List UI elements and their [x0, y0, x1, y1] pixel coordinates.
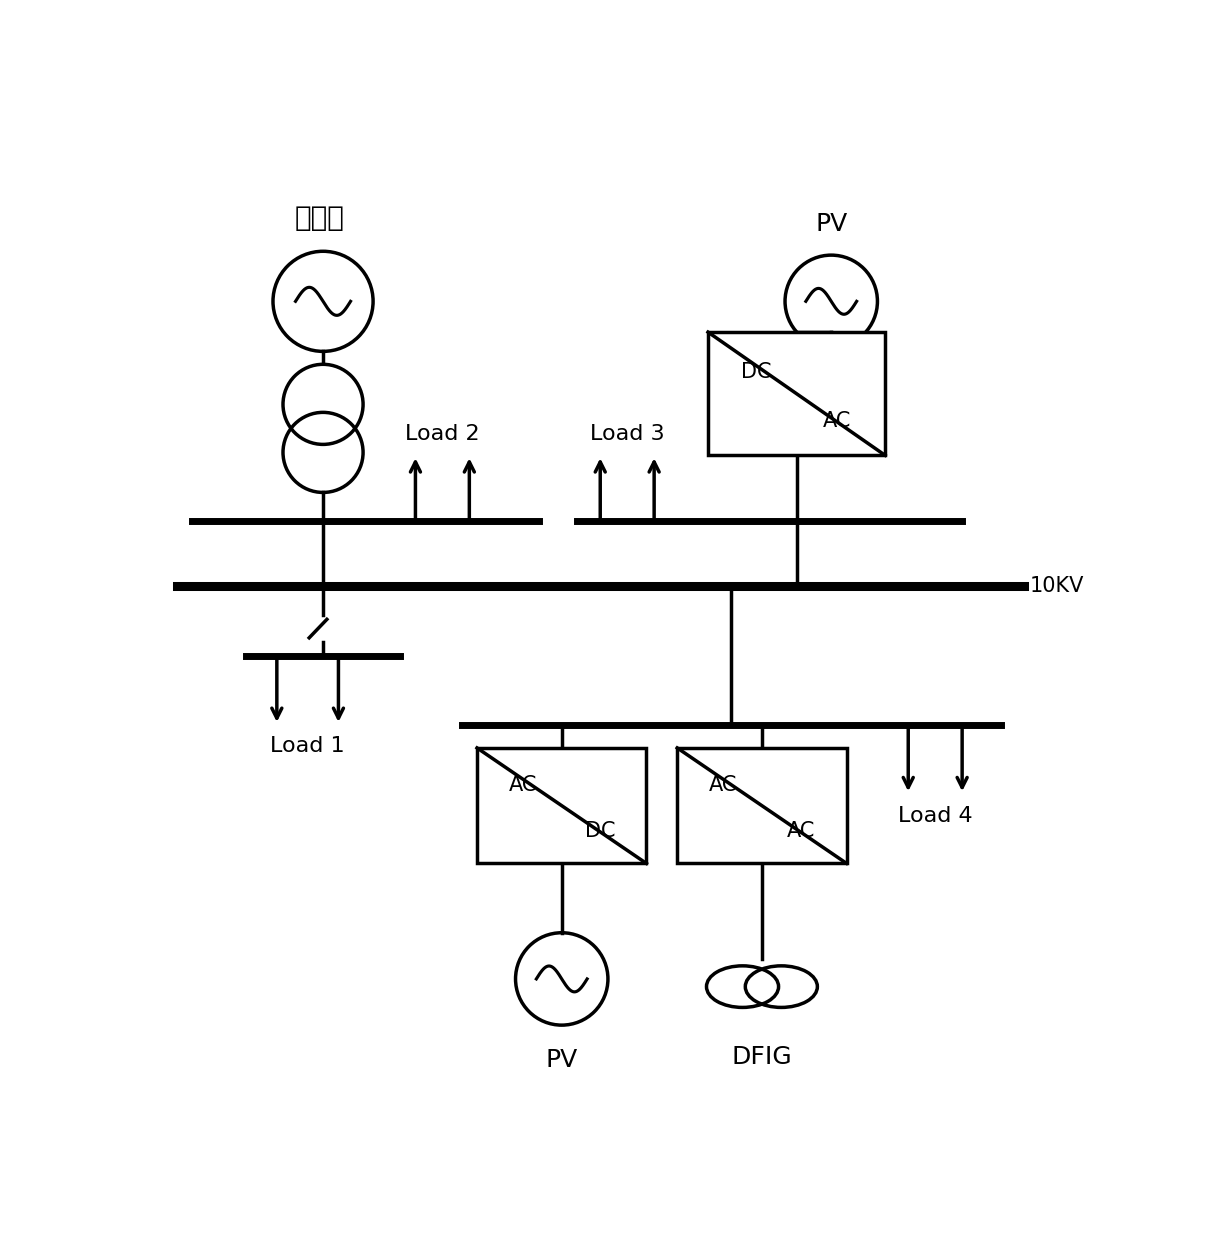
Text: Load 3: Load 3	[590, 424, 664, 444]
Text: PV: PV	[546, 1049, 578, 1072]
Text: AC: AC	[823, 410, 852, 430]
Text: PV: PV	[815, 212, 847, 236]
Text: DFIG: DFIG	[731, 1045, 792, 1069]
Text: DC: DC	[586, 821, 616, 840]
Text: AC: AC	[787, 821, 815, 840]
Text: AC: AC	[509, 774, 537, 794]
Text: Load 4: Load 4	[898, 806, 972, 826]
Text: Load 1: Load 1	[270, 737, 345, 757]
Bar	[477, 748, 646, 863]
Bar	[709, 332, 886, 455]
Bar	[677, 748, 847, 863]
Text: 同步机: 同步机	[294, 205, 345, 232]
Text: 10KV: 10KV	[1030, 576, 1085, 596]
Text: DC: DC	[741, 362, 771, 382]
Text: Load 2: Load 2	[405, 424, 480, 444]
Text: AC: AC	[709, 774, 737, 794]
